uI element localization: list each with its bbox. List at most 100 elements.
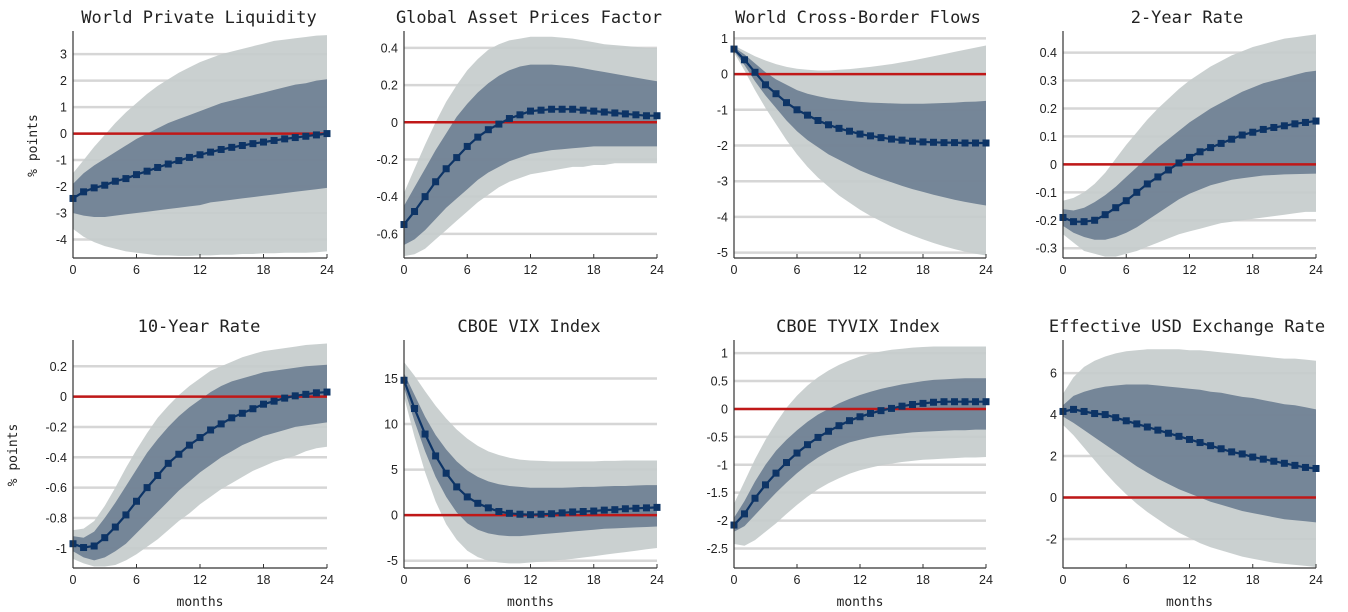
- y-tick-label: 15: [384, 372, 398, 386]
- data-point: [548, 105, 556, 113]
- data-point: [1301, 118, 1309, 126]
- data-point: [484, 126, 492, 134]
- data-point: [741, 56, 748, 64]
- data-point: [133, 497, 140, 505]
- x-tick-label: 18: [1246, 263, 1260, 277]
- data-point: [411, 208, 419, 216]
- data-point: [1312, 117, 1320, 125]
- y-tick-label: -5: [387, 554, 398, 568]
- x-tick-label: 24: [650, 573, 664, 587]
- data-point: [291, 134, 299, 142]
- data-point: [961, 398, 969, 406]
- data-point: [867, 132, 874, 140]
- data-point: [1080, 218, 1088, 226]
- data-point: [804, 111, 811, 119]
- y-tick-label: 0.2: [50, 360, 67, 374]
- data-point: [783, 99, 790, 107]
- data-point: [1091, 216, 1099, 224]
- y-tick-label: 1: [60, 101, 67, 115]
- data-point: [249, 405, 257, 413]
- data-point: [111, 177, 119, 185]
- x-tick-label: 12: [193, 573, 207, 587]
- data-point: [951, 139, 958, 147]
- y-tick-label: 0: [721, 402, 728, 416]
- y-tick-label: -0.4: [45, 451, 67, 465]
- data-point: [185, 441, 193, 449]
- data-point: [621, 505, 629, 513]
- data-point: [579, 106, 587, 114]
- data-point: [1270, 457, 1278, 465]
- x-tick-label: 6: [794, 573, 801, 587]
- data-point: [653, 112, 661, 120]
- data-point: [302, 390, 310, 398]
- y-tick-label: 3: [60, 48, 67, 62]
- data-point: [888, 135, 895, 143]
- data-point: [1112, 414, 1120, 422]
- data-point: [919, 138, 927, 146]
- y-tick-label: 0: [391, 116, 398, 130]
- data-point: [814, 117, 822, 124]
- x-tick-label: 6: [133, 573, 140, 587]
- data-point: [1249, 128, 1257, 136]
- y-tick-label: 0.2: [1040, 102, 1057, 116]
- data-point: [505, 509, 513, 517]
- data-point: [1228, 448, 1236, 456]
- data-point: [972, 139, 979, 147]
- panel-title: CBOE TYVIX Index: [776, 317, 940, 337]
- x-tick-label: 12: [524, 263, 538, 277]
- data-point: [804, 441, 811, 449]
- data-point: [154, 163, 162, 171]
- y-tick-label: 0: [721, 68, 728, 82]
- data-point: [642, 504, 650, 512]
- x-tick-label: 6: [133, 263, 140, 277]
- data-point: [632, 111, 640, 119]
- x-tick-label: 6: [464, 573, 471, 587]
- data-point: [814, 433, 822, 441]
- data-point: [793, 106, 801, 114]
- data-point: [463, 142, 471, 150]
- data-point: [495, 120, 503, 128]
- x-tick-label: 24: [1309, 263, 1323, 277]
- data-point: [421, 193, 429, 201]
- data-point: [291, 392, 299, 400]
- x-axis-label: months: [1166, 595, 1213, 610]
- data-point: [185, 153, 193, 161]
- data-point: [133, 171, 140, 179]
- data-point: [1091, 410, 1099, 418]
- y-axis-label: % points: [6, 424, 21, 487]
- y-tick-label: -4: [56, 233, 67, 247]
- x-tick-label: 0: [731, 573, 738, 587]
- x-axis-label: months: [507, 595, 554, 610]
- data-point: [1228, 135, 1236, 143]
- data-point: [312, 389, 320, 397]
- data-point: [270, 136, 278, 144]
- data-point: [632, 504, 640, 512]
- data-point: [238, 142, 246, 149]
- x-tick-label: 6: [1123, 573, 1130, 587]
- data-point: [90, 184, 98, 192]
- data-point: [569, 508, 577, 516]
- data-point: [951, 398, 958, 406]
- data-point: [600, 506, 608, 514]
- y-tick-label: -0.6: [376, 227, 398, 241]
- data-point: [1080, 407, 1088, 415]
- data-point: [175, 157, 183, 165]
- y-tick-label: 4: [1050, 408, 1057, 422]
- data-point: [1164, 429, 1172, 437]
- data-point: [898, 402, 906, 410]
- y-tick-label: -0.5: [706, 430, 728, 444]
- x-tick-label: 24: [1309, 573, 1323, 587]
- data-point: [1186, 435, 1193, 443]
- data-point: [590, 507, 598, 515]
- data-point: [1101, 411, 1109, 419]
- y-tick-label: -0.2: [1035, 214, 1057, 228]
- data-point: [909, 137, 916, 145]
- x-tick-label: 18: [257, 573, 271, 587]
- data-point: [207, 148, 215, 156]
- panel-6: 1 0.5 0 -0.5 -1 -1.5 -2 -2.5 0 6 12 18 24 CBOE TYVIX …: [706, 317, 993, 610]
- panel-4: 0.2 0 -0.2 -0.4 -0.6 -0.8 -1 0 6 12 18 24 10-Year Ra…: [6, 317, 334, 610]
- data-point: [653, 503, 661, 511]
